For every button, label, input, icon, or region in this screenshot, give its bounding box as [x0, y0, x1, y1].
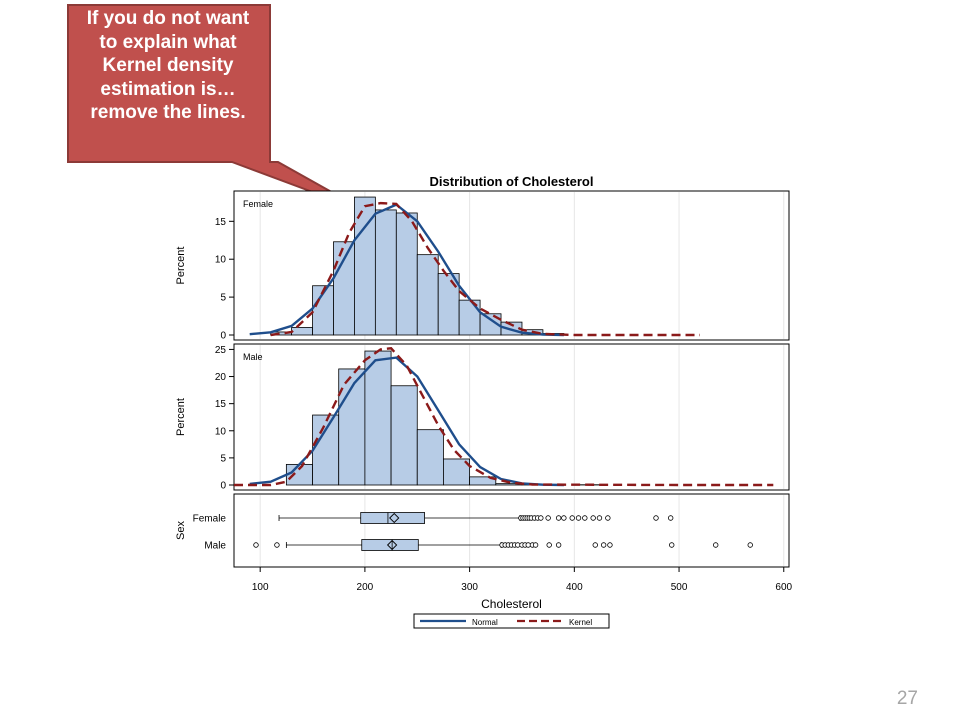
histogram-bar: [390, 385, 418, 486]
callout-text: If you do not want to explain what Kerne…: [68, 7, 268, 125]
x-axis-label: Cholesterol: [481, 597, 542, 611]
legend-label: Kernel: [569, 618, 592, 627]
y-tick-label: 15: [215, 399, 227, 410]
box-outlier: [274, 542, 280, 548]
box-outlier: [596, 515, 603, 521]
histogram-bar: [443, 458, 471, 486]
y-axis-label: Percent: [175, 247, 187, 285]
callout-line: remove the lines.: [90, 102, 246, 123]
box-outlier: [253, 542, 259, 548]
boxplot-panel-frame: [233, 493, 790, 568]
y-tick-label: 10: [215, 255, 227, 266]
histogram-bar: [395, 212, 418, 336]
box-outlier: [569, 515, 575, 521]
y-tick-label: 0: [220, 331, 226, 342]
callout-shape: [67, 4, 370, 214]
category-label: Female: [193, 514, 227, 525]
box-outlier: [592, 542, 598, 548]
box-outlier: [555, 542, 562, 548]
box-outlier: [653, 515, 659, 521]
histogram-bar: [291, 327, 313, 336]
y-tick-label: 0: [220, 481, 226, 492]
x-tick-label: 500: [671, 582, 688, 593]
box-outlier: [747, 542, 753, 548]
histogram-bar: [416, 429, 444, 486]
y-axis-label: Percent: [175, 398, 187, 436]
legend-label: Normal: [472, 618, 498, 627]
legend-frame: [413, 613, 610, 629]
callout-line: If you do not want: [86, 8, 250, 29]
box-iqr: [360, 512, 425, 524]
box-iqr: [361, 539, 419, 551]
y-tick-label: 25: [215, 345, 227, 356]
histogram-bar: [333, 241, 355, 336]
box-outlier: [532, 542, 539, 548]
box-outlier: [538, 515, 544, 521]
histogram-bar: [312, 414, 340, 486]
callout-line: Kernel density: [102, 55, 234, 76]
x-tick-label: 100: [252, 582, 269, 593]
box-outlier: [575, 515, 582, 521]
box-outlier: [600, 542, 607, 548]
box-outlier: [555, 515, 562, 521]
box-outlier: [669, 542, 675, 548]
y-tick-label: 10: [215, 426, 227, 437]
normal-curve: [249, 203, 564, 337]
histogram-bar: [469, 476, 497, 486]
panel-label: Male: [243, 352, 263, 362]
box-outlier: [545, 515, 551, 521]
histogram-bar: [416, 254, 439, 336]
kernel-curve: [270, 201, 700, 337]
histogram-bar: [364, 350, 392, 486]
panel-label: Female: [243, 199, 273, 209]
box-outlier: [667, 515, 674, 521]
y-tick-label: 15: [215, 217, 227, 228]
callout-line: estimation is…: [100, 78, 236, 100]
box-outlier: [712, 542, 719, 548]
y-tick-label: 20: [215, 372, 227, 383]
chart-title: Distribution of Cholesterol: [430, 174, 594, 189]
x-tick-label: 300: [461, 582, 478, 593]
x-tick-label: 600: [775, 582, 792, 593]
callout-line: to explain what: [99, 31, 237, 53]
box-mean-marker: [386, 539, 398, 551]
y-tick-label: 5: [220, 453, 226, 464]
category-label: Male: [204, 541, 226, 552]
histogram-bar: [374, 209, 397, 336]
x-tick-label: 400: [566, 582, 583, 593]
box-outlier: [546, 542, 552, 548]
box-outlier: [605, 515, 611, 521]
box-outlier: [561, 515, 567, 521]
box-outlier: [590, 515, 596, 521]
y-tick-label: 5: [220, 293, 226, 304]
box-outlier: [582, 515, 588, 521]
box-outlier: [607, 542, 613, 548]
box-mean-marker: [389, 512, 400, 524]
kernel-curve: [234, 347, 774, 487]
page-number: 27: [896, 688, 918, 709]
x-tick-label: 200: [357, 582, 374, 593]
y-axis-label: Sex: [175, 521, 187, 540]
